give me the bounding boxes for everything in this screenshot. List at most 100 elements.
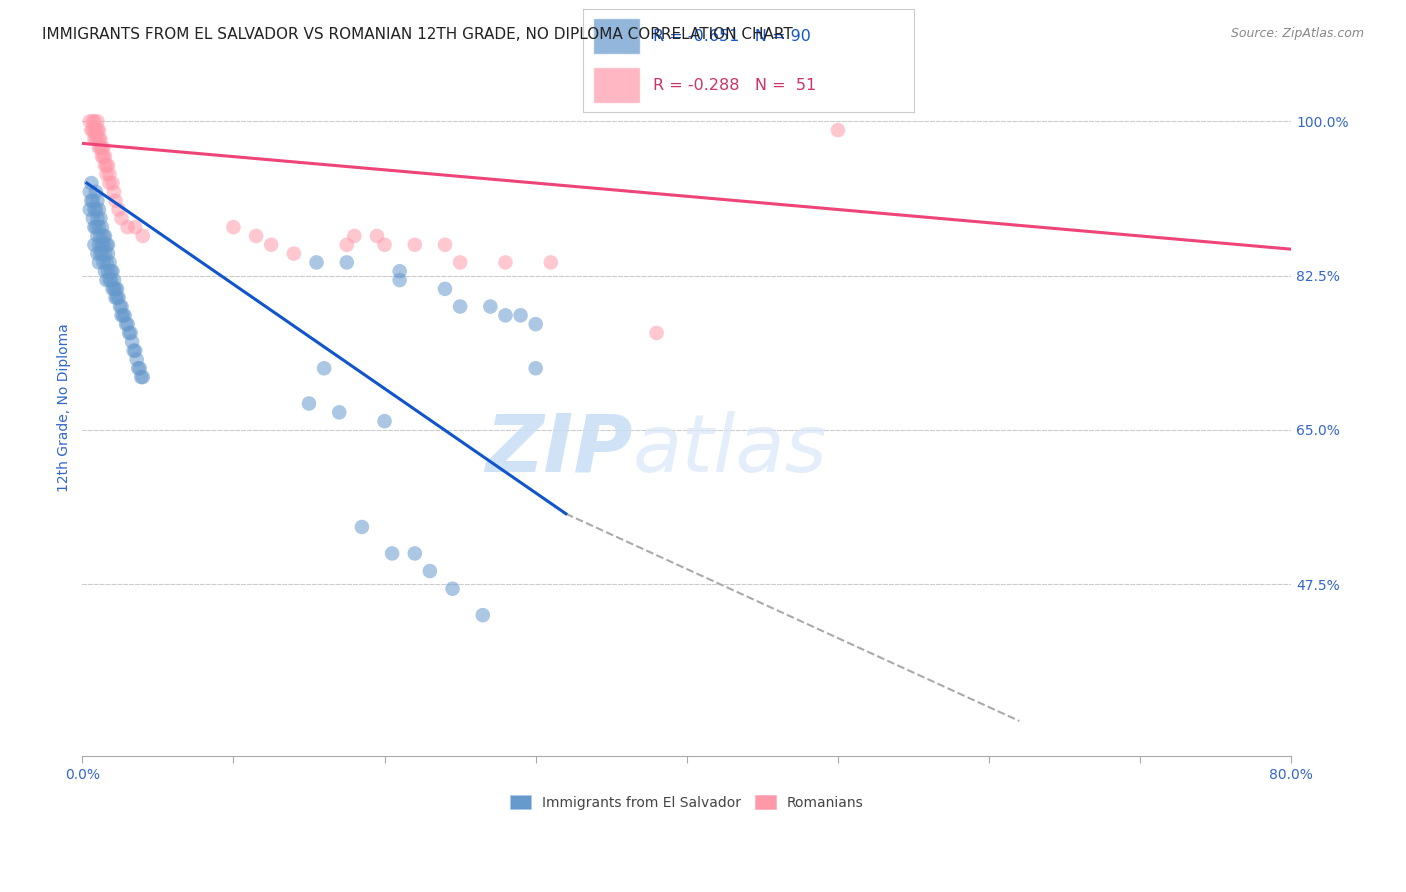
Point [84, 185, 107, 199]
Point [125, 352, 148, 367]
Point [94, 264, 117, 278]
Point [114, 309, 136, 323]
Point [91, 220, 114, 235]
Point [404, 237, 426, 252]
Point [86, 229, 108, 244]
Point [336, 255, 359, 269]
Point [103, 282, 125, 296]
Point [89, 132, 111, 146]
Point [98, 176, 121, 190]
Point [87, 141, 110, 155]
Point [91, 150, 114, 164]
Point [434, 282, 457, 296]
Point [104, 194, 127, 208]
Point [86, 123, 108, 137]
Point [79, 114, 101, 128]
Point [419, 564, 441, 578]
Point [83, 202, 105, 217]
Point [94, 150, 117, 164]
Point [103, 185, 125, 199]
Point [124, 343, 146, 358]
Point [117, 220, 139, 235]
Point [509, 309, 531, 323]
Point [94, 246, 117, 260]
Point [96, 158, 118, 172]
Point [122, 343, 145, 358]
Point [112, 309, 135, 323]
Point [366, 229, 388, 244]
Point [222, 220, 245, 235]
Text: R = -0.651   N = 90: R = -0.651 N = 90 [652, 29, 811, 44]
Point [87, 202, 110, 217]
Point [89, 211, 111, 226]
Point [98, 273, 121, 287]
Point [298, 396, 321, 410]
Point [87, 255, 110, 269]
Point [86, 194, 108, 208]
Point [314, 361, 336, 376]
Point [101, 264, 124, 278]
Point [87, 220, 110, 235]
Point [260, 237, 283, 252]
Point [328, 405, 350, 419]
Point [97, 246, 120, 260]
Point [94, 229, 117, 244]
Point [110, 300, 132, 314]
Point [127, 361, 149, 376]
Point [96, 237, 118, 252]
Point [93, 141, 115, 155]
Point [80, 194, 103, 208]
Point [110, 211, 132, 226]
Point [524, 317, 547, 331]
Point [118, 326, 141, 340]
Point [93, 237, 115, 252]
Point [82, 194, 104, 208]
Point [93, 150, 115, 164]
Point [110, 309, 132, 323]
Point [96, 167, 118, 181]
Point [97, 158, 120, 172]
Point [101, 282, 124, 296]
Point [83, 132, 105, 146]
Point [83, 220, 105, 235]
Text: atlas: atlas [633, 410, 827, 489]
Point [449, 255, 471, 269]
Point [89, 141, 111, 155]
Point [100, 273, 122, 287]
Point [91, 141, 114, 155]
Point [86, 114, 108, 128]
Point [91, 246, 114, 260]
Point [79, 202, 101, 217]
Point [434, 237, 457, 252]
Point [121, 334, 143, 349]
Bar [593, 18, 640, 54]
Point [479, 300, 502, 314]
Point [128, 361, 150, 376]
Y-axis label: 12th Grade, No Diploma: 12th Grade, No Diploma [58, 324, 72, 492]
Point [350, 520, 373, 534]
Point [117, 317, 139, 331]
Point [471, 608, 494, 623]
Point [80, 176, 103, 190]
Point [84, 123, 107, 137]
Text: IMMIGRANTS FROM EL SALVADOR VS ROMANIAN 12TH GRADE, NO DIPLOMA CORRELATION CHART: IMMIGRANTS FROM EL SALVADOR VS ROMANIAN … [42, 27, 793, 42]
Point [87, 132, 110, 146]
Point [86, 246, 108, 260]
Point [336, 237, 359, 252]
Point [83, 237, 105, 252]
Text: R = -0.288   N =  51: R = -0.288 N = 51 [652, 78, 815, 93]
Point [98, 255, 121, 269]
Point [86, 211, 108, 226]
Point [84, 220, 107, 235]
Text: Source: ZipAtlas.com: Source: ZipAtlas.com [1230, 27, 1364, 40]
Point [101, 176, 124, 190]
Point [105, 282, 128, 296]
Point [82, 114, 104, 128]
Point [107, 202, 129, 217]
Legend: Immigrants from El Salvador, Romanians: Immigrants from El Salvador, Romanians [505, 789, 869, 815]
Point [388, 264, 411, 278]
Point [132, 370, 155, 384]
Point [82, 123, 104, 137]
Point [524, 361, 547, 376]
Point [96, 273, 118, 287]
